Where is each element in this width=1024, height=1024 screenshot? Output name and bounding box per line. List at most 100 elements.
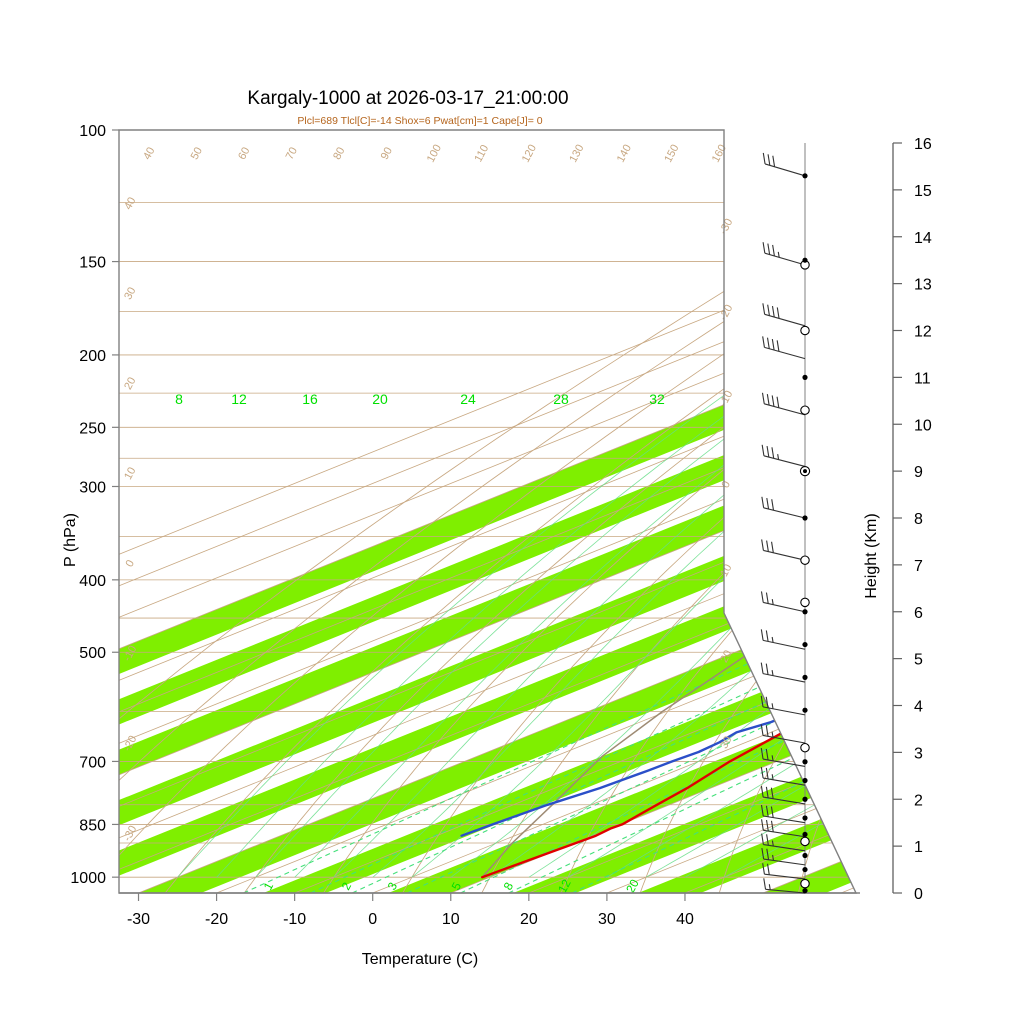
dry-adiabat-label: 40 <box>141 145 157 161</box>
pressure-tick-label: 850 <box>79 817 106 834</box>
mixing-ratio-label: 12 <box>555 877 574 896</box>
dry-adiabat-label: 70 <box>284 145 300 161</box>
wind-level-marker <box>802 888 808 894</box>
x-tick-label: -30 <box>127 911 150 928</box>
wind-barb <box>762 336 806 360</box>
isopleth-label: 12 <box>231 391 247 407</box>
wind-barb <box>761 847 806 866</box>
isopleth-label: 20 <box>372 391 388 407</box>
wind-level-marker <box>802 815 808 821</box>
height-tick-label: 3 <box>914 745 923 762</box>
pressure-tick-label: 500 <box>79 645 106 662</box>
right-edge-label: 0 <box>720 479 733 490</box>
height-tick-label: 12 <box>914 324 932 341</box>
isopleth-label: 24 <box>460 391 476 407</box>
wind-level-marker <box>802 173 808 179</box>
wind-level-marker <box>802 641 808 648</box>
wind-barb <box>761 833 806 852</box>
wind-level-marker <box>802 759 808 765</box>
left-edge-label: 20 <box>122 375 138 391</box>
wind-barb <box>760 724 806 744</box>
wind-barb <box>761 444 806 467</box>
x-tick-label: -20 <box>205 911 228 928</box>
x-tick-label: 20 <box>520 911 538 928</box>
wind-level-marker <box>802 796 808 802</box>
wind-barb <box>761 496 806 519</box>
wind-barb <box>760 766 806 786</box>
wind-level-marker <box>802 674 808 680</box>
x-tick-label: 40 <box>676 911 694 928</box>
wind-level-marker <box>800 325 810 336</box>
wind-barb <box>762 242 806 266</box>
left-edge-label: 40 <box>122 195 138 211</box>
height-tick-label: 9 <box>914 464 923 481</box>
right-edge-label: 10 <box>718 562 734 578</box>
x-tick-label: 30 <box>598 911 616 928</box>
height-tick-label: 11 <box>914 370 931 387</box>
wind-level-marker <box>802 374 808 380</box>
sounding-curves <box>460 188 856 879</box>
height-tick-label: 6 <box>914 605 923 622</box>
pressure-axis: 100 150 200 250 300 400 500 700 850 1000 <box>70 123 119 887</box>
y-axis-label: P (hPa) <box>62 513 79 567</box>
wind-level-marker <box>802 707 808 713</box>
dry-adiabat-label: 90 <box>379 145 395 161</box>
wind-level-marker <box>800 878 810 889</box>
left-edge-label: 10 <box>122 465 138 481</box>
wind-barb <box>761 819 806 838</box>
height-tick-label: 8 <box>914 511 923 528</box>
isopleth-label: 8 <box>175 391 183 407</box>
height-tick-label: 16 <box>914 136 932 153</box>
isopleth-label: 28 <box>553 391 569 407</box>
wind-level-marker <box>802 831 808 838</box>
wind-barb <box>760 748 806 767</box>
height-axis-label: Height (Km) <box>863 513 880 598</box>
wind-level-marker <box>800 836 810 847</box>
x-tick-label: 0 <box>368 911 377 928</box>
wind-barb-panel <box>760 143 811 894</box>
isopleth-label: 32 <box>649 391 665 407</box>
page-title: Kargaly-1000 at 2026-03-17_21:00:00 <box>247 88 568 109</box>
height-tick-label: 13 <box>914 277 932 294</box>
wind-barb <box>760 804 806 824</box>
wind-barb <box>760 695 806 716</box>
pressure-tick-label: 100 <box>79 123 106 140</box>
pressure-tick-label: 150 <box>79 255 106 272</box>
wind-barb <box>762 863 806 880</box>
pressure-tick-label: 200 <box>79 348 106 365</box>
wind-level-marker <box>799 465 811 477</box>
wind-barb <box>760 785 806 805</box>
height-tick-label: 10 <box>914 417 932 434</box>
pressure-tick-label: 700 <box>79 754 106 771</box>
plot-frame <box>118 129 858 894</box>
wind-level-marker <box>800 742 810 753</box>
wind-level-marker <box>802 777 808 784</box>
mixing-ratio-label: 20 <box>623 877 642 896</box>
wind-barb <box>760 662 806 683</box>
right-edge-label: 30 <box>718 734 734 750</box>
wind-level-marker <box>802 257 808 263</box>
height-tick-label: 1 <box>914 839 923 856</box>
height-tick-label: 15 <box>914 183 932 200</box>
height-tick-label: 2 <box>914 792 923 809</box>
height-tick-label: 14 <box>914 230 932 247</box>
x-tick-label: 10 <box>442 911 460 928</box>
wind-barb <box>763 878 806 894</box>
pressure-tick-label: 250 <box>79 420 106 437</box>
wind-barb <box>761 392 806 416</box>
wind-level-marker <box>800 405 810 415</box>
wind-level-marker <box>800 555 810 565</box>
right-edge-label: 20 <box>718 648 734 664</box>
wind-level-marker <box>802 852 808 859</box>
in-plot-labels: 40 50 60 70 80 90 100 110 120 130 140 150 1604030201… <box>121 143 735 896</box>
wind-barb <box>762 152 806 177</box>
pressure-tick-label: 1000 <box>70 870 106 887</box>
left-edge-label: 30 <box>122 285 138 301</box>
height-tick-label: 5 <box>914 652 923 669</box>
wind-level-marker <box>802 609 808 615</box>
dry-adiabat-label: 50 <box>189 145 205 161</box>
left-edge-label: 0 <box>124 558 137 569</box>
